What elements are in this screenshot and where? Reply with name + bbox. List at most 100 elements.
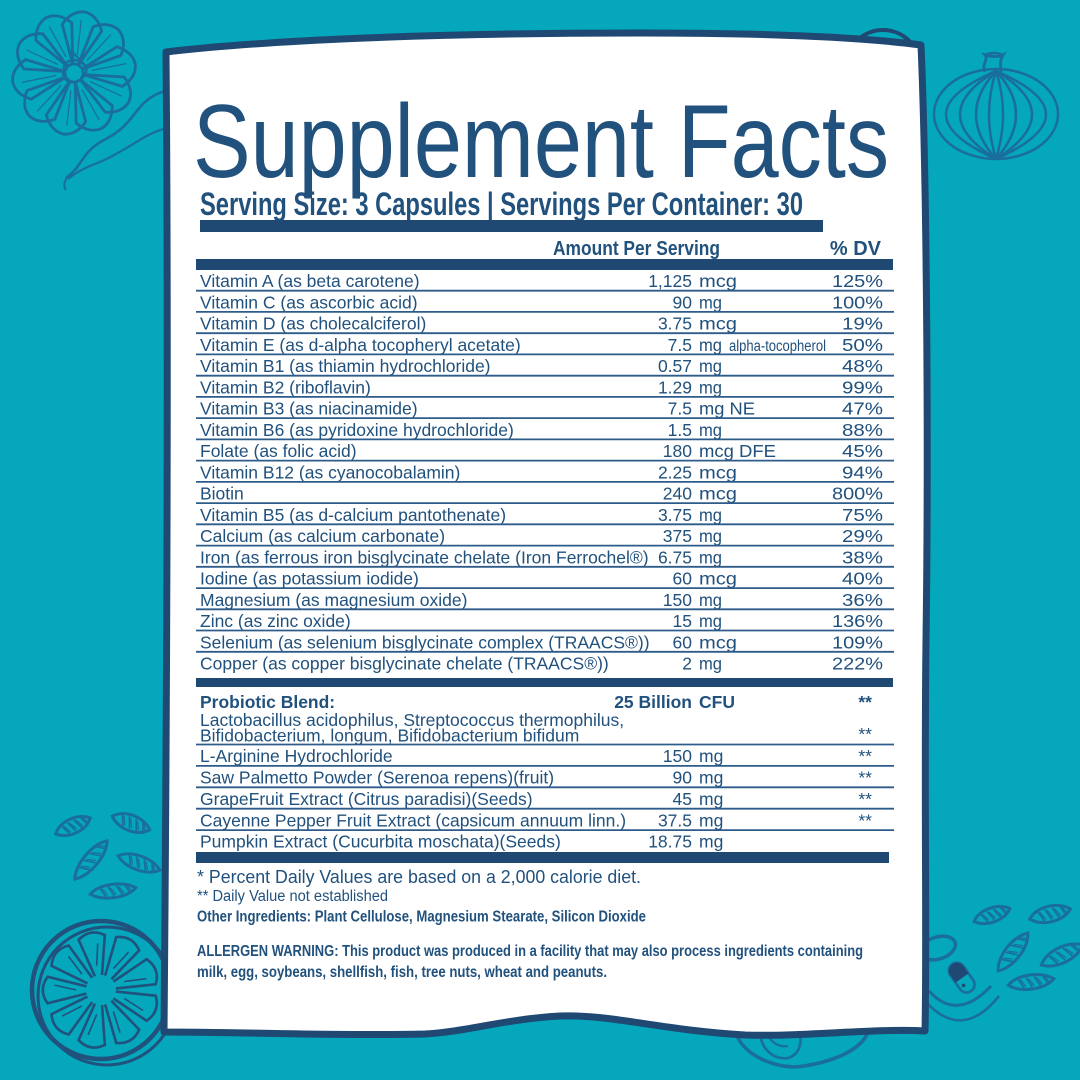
- svg-text:Amount Per Serving: Amount Per Serving: [553, 238, 720, 260]
- svg-text:7.5: 7.5: [668, 399, 692, 419]
- svg-text:109%: 109%: [832, 632, 883, 652]
- svg-text:29%: 29%: [842, 526, 883, 546]
- svg-text:136%: 136%: [832, 611, 883, 631]
- svg-text:ALLERGEN WARNING: This product: ALLERGEN WARNING: This product was produ…: [197, 943, 863, 960]
- svg-text:**: **: [858, 810, 872, 830]
- svg-text:75%: 75%: [842, 505, 883, 525]
- svg-text:Vitamin B5 (as d-calcium panto: Vitamin B5 (as d-calcium pantothenate): [200, 505, 506, 525]
- svg-text:2.25: 2.25: [658, 462, 692, 482]
- svg-text:**: **: [858, 768, 872, 788]
- svg-text:45%: 45%: [842, 441, 883, 461]
- svg-text:375: 375: [663, 526, 692, 546]
- svg-text:** Daily Value not established: ** Daily Value not established: [197, 888, 388, 905]
- svg-text:Magnesium (as magnesium oxide): Magnesium (as magnesium oxide): [200, 590, 467, 610]
- svg-text:1.5: 1.5: [668, 420, 692, 440]
- svg-text:99%: 99%: [842, 377, 883, 397]
- svg-text:mg: mg: [699, 420, 722, 440]
- svg-text:**: **: [858, 692, 872, 712]
- svg-text:0.57: 0.57: [658, 356, 692, 376]
- svg-text:mg: mg: [699, 292, 722, 312]
- svg-text:38%: 38%: [842, 547, 883, 567]
- svg-text:Lactobacillus acidophilus, Str: Lactobacillus acidophilus, Streptococcus…: [200, 710, 624, 730]
- svg-text:37.5: 37.5: [658, 810, 692, 830]
- svg-text:milk, egg, soybeans, shellfish: milk, egg, soybeans, shellfish, fish, tr…: [197, 964, 607, 981]
- svg-text:mg: mg: [699, 356, 722, 376]
- svg-text:CFU: CFU: [699, 692, 735, 712]
- svg-text:Vitamin B6 (as pyridoxine hydr: Vitamin B6 (as pyridoxine hydrochloride): [200, 420, 514, 440]
- svg-text:Vitamin C (as ascorbic acid): Vitamin C (as ascorbic acid): [200, 292, 418, 312]
- svg-text:180: 180: [663, 441, 692, 461]
- svg-text:mg: mg: [699, 654, 722, 674]
- svg-text:mg: mg: [699, 335, 722, 355]
- svg-text:Vitamin B2 (riboflavin): Vitamin B2 (riboflavin): [200, 377, 371, 397]
- svg-text:mcg: mcg: [699, 569, 737, 589]
- svg-text:mcg: mcg: [699, 632, 737, 652]
- svg-text:mg: mg: [699, 547, 722, 567]
- svg-text:150: 150: [663, 746, 692, 766]
- svg-text:% DV: % DV: [830, 238, 882, 260]
- svg-text:Vitamin B3 (as niacinamide): Vitamin B3 (as niacinamide): [200, 399, 418, 419]
- svg-text:Calcium (as calcium carbonate): Calcium (as calcium carbonate): [200, 526, 445, 546]
- svg-text:90: 90: [673, 768, 693, 788]
- svg-text:Copper (as copper bisglycinate: Copper (as copper bisglycinate chelate (…: [200, 654, 609, 674]
- svg-text:Vitamin A (as beta carotene): Vitamin A (as beta carotene): [200, 271, 420, 291]
- svg-text:1.29: 1.29: [658, 377, 692, 397]
- svg-text:Iodine (as potassium iodide): Iodine (as potassium iodide): [200, 569, 419, 589]
- svg-text:Pumpkin Extract (Cucurbita mos: Pumpkin Extract (Cucurbita moschata)(See…: [200, 832, 561, 852]
- svg-text:L-Arginine Hydrochloride: L-Arginine Hydrochloride: [200, 746, 393, 766]
- svg-text:mg: mg: [699, 526, 722, 546]
- svg-text:mg: mg: [699, 789, 723, 809]
- svg-text:mcg: mcg: [699, 484, 737, 504]
- svg-text:125%: 125%: [832, 271, 883, 291]
- svg-text:Cayenne Pepper Fruit Extract (: Cayenne Pepper Fruit Extract (capsicum a…: [200, 810, 626, 830]
- svg-text:mg: mg: [699, 810, 723, 830]
- svg-text:50%: 50%: [842, 335, 883, 355]
- svg-text:1,125: 1,125: [648, 271, 692, 291]
- svg-text:**: **: [858, 789, 872, 809]
- svg-text:60: 60: [673, 632, 693, 652]
- svg-text:Biotin: Biotin: [200, 484, 244, 504]
- svg-text:Vitamin B12 (as cyanocobalamin: Vitamin B12 (as cyanocobalamin): [200, 462, 460, 482]
- svg-text:Folate (as folic acid): Folate (as folic acid): [200, 441, 357, 461]
- svg-text:Selenium (as selenium bisglyci: Selenium (as selenium bisglycinate compl…: [200, 632, 650, 652]
- svg-text:Bifidobacterium, longum, Bifid: Bifidobacterium, longum, Bifidobacterium…: [200, 726, 579, 746]
- svg-text:Iron (as ferrous iron bisglyci: Iron (as ferrous iron bisglycinate chela…: [200, 547, 649, 567]
- svg-text:6.75: 6.75: [658, 547, 692, 567]
- svg-text:Vitamin D (as cholecalciferol): Vitamin D (as cholecalciferol): [200, 314, 426, 334]
- svg-text:mg: mg: [699, 746, 723, 766]
- svg-text:alpha-tocopherol: alpha-tocopherol: [729, 338, 826, 355]
- svg-text:3.75: 3.75: [658, 314, 692, 334]
- svg-text:mcg DFE: mcg DFE: [699, 441, 776, 461]
- svg-text:mcg: mcg: [699, 271, 737, 291]
- svg-text:mg: mg: [699, 590, 722, 610]
- svg-text:15: 15: [673, 611, 692, 631]
- svg-text:mg: mg: [699, 505, 722, 525]
- svg-text:Supplement Facts: Supplement Facts: [193, 84, 889, 200]
- svg-text:Probiotic Blend:: Probiotic Blend:: [200, 692, 335, 712]
- svg-text:25 Billion: 25 Billion: [614, 692, 692, 712]
- svg-text:mg: mg: [699, 768, 723, 788]
- svg-text:800%: 800%: [832, 484, 883, 504]
- svg-text:mg: mg: [699, 377, 722, 397]
- svg-text:60: 60: [673, 569, 693, 589]
- svg-text:36%: 36%: [842, 590, 883, 610]
- svg-text:mg: mg: [699, 832, 723, 852]
- svg-text:**: **: [858, 724, 872, 744]
- svg-text:3.75: 3.75: [658, 505, 692, 525]
- svg-text:* Percent Daily Values are bas: * Percent Daily Values are based on a 2,…: [197, 867, 641, 887]
- svg-text:7.5: 7.5: [668, 335, 692, 355]
- svg-text:19%: 19%: [842, 314, 883, 334]
- svg-text:mcg: mcg: [699, 462, 737, 482]
- svg-text:100%: 100%: [832, 292, 883, 312]
- svg-text:mg: mg: [699, 611, 722, 631]
- svg-text:Serving Size: 3 Capsules | Ser: Serving Size: 3 Capsules | Servings Per …: [200, 186, 803, 222]
- svg-text:2: 2: [682, 654, 692, 674]
- svg-text:Saw Palmetto Powder (Serenoa r: Saw Palmetto Powder (Serenoa repens)(fru…: [200, 768, 554, 788]
- svg-text:18.75: 18.75: [648, 832, 692, 852]
- svg-text:90: 90: [673, 292, 693, 312]
- svg-text:88%: 88%: [842, 420, 883, 440]
- svg-text:Other Ingredients: Plant Cellu: Other Ingredients: Plant Cellulose, Magn…: [197, 909, 646, 926]
- svg-text:Zinc (as zinc oxide): Zinc (as zinc oxide): [200, 611, 351, 631]
- svg-text:mcg: mcg: [699, 314, 737, 334]
- svg-text:48%: 48%: [842, 356, 883, 376]
